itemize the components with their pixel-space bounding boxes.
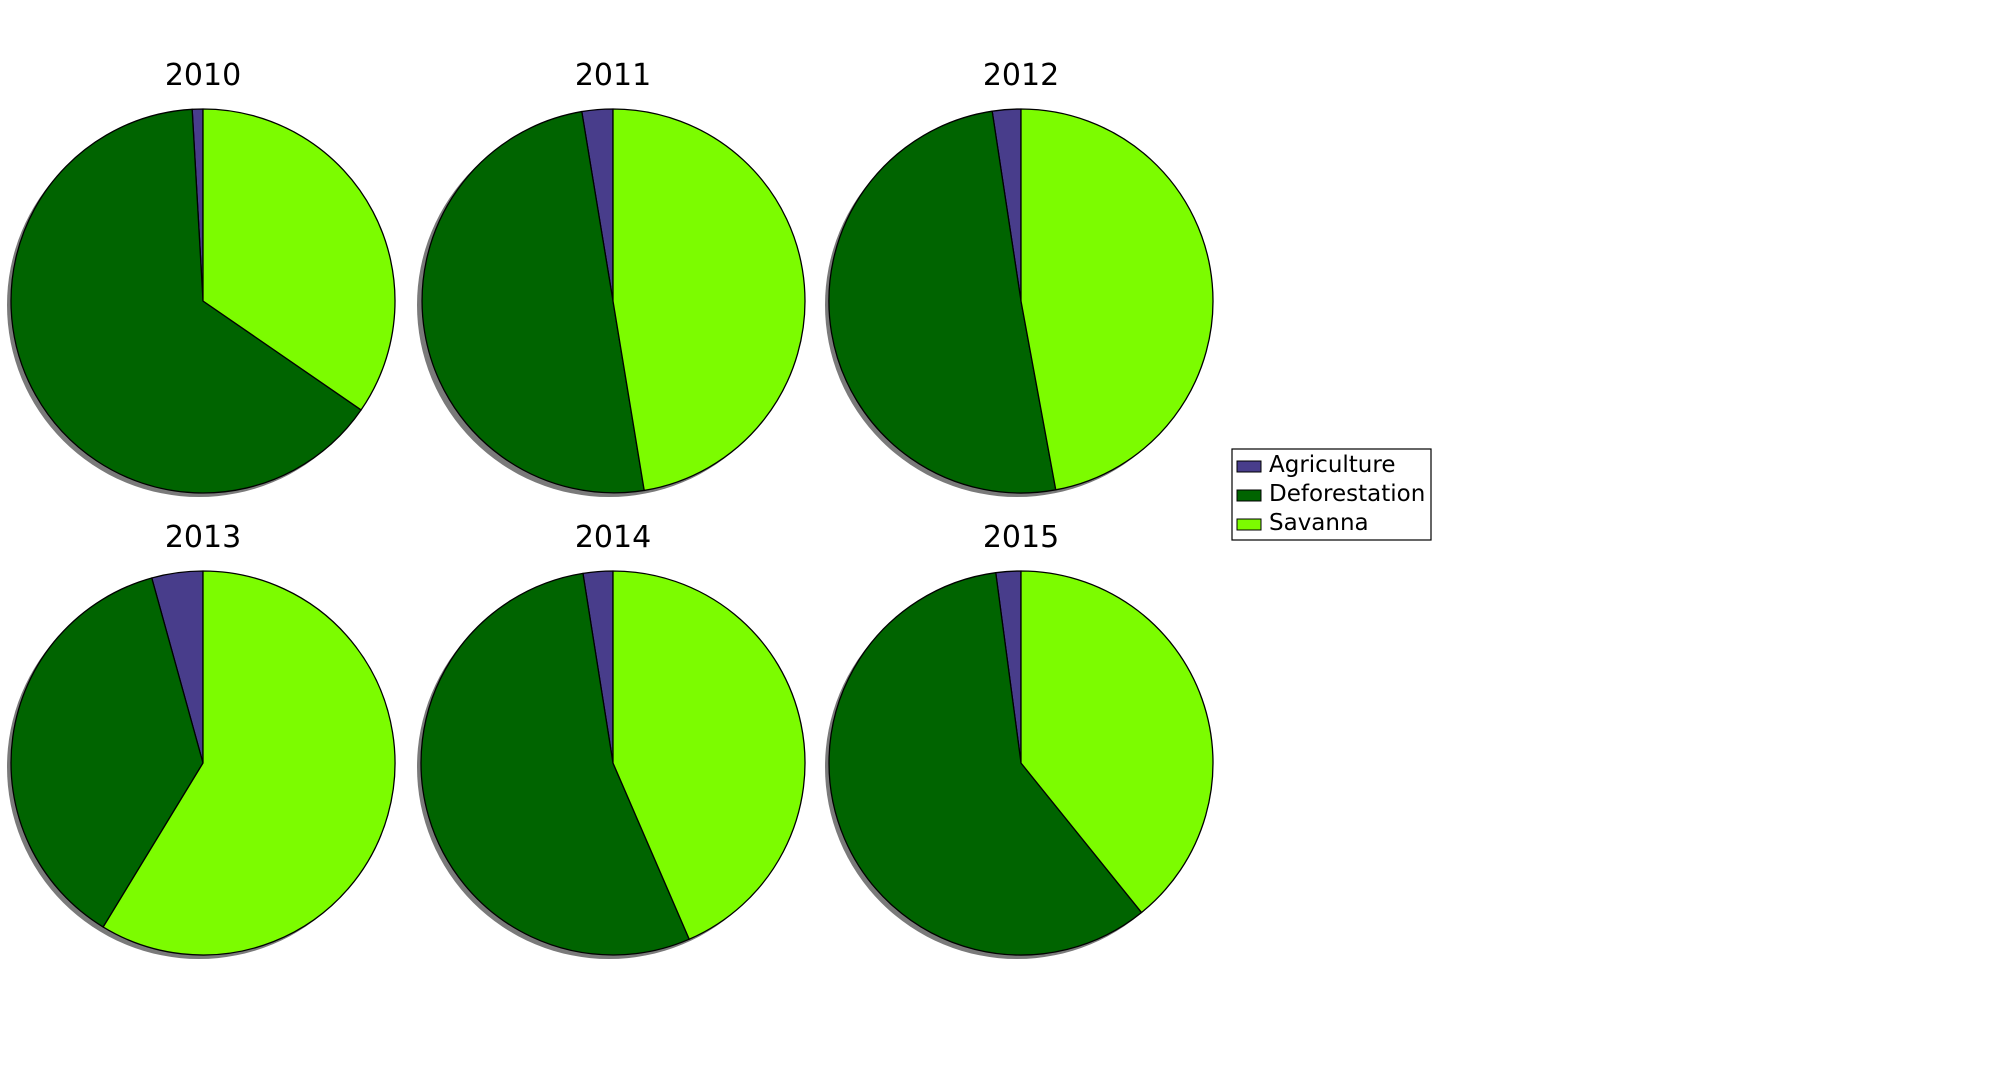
pie-2015: 2015 bbox=[825, 520, 1214, 959]
pie-slice-deforestation bbox=[420, 572, 690, 956]
pie-title: 2011 bbox=[575, 58, 651, 93]
pie-slice-savanna bbox=[202, 108, 396, 411]
legend-swatch-deforestation bbox=[1236, 489, 1262, 502]
pie-2014: 2014 bbox=[417, 520, 806, 959]
pie-title: 2014 bbox=[575, 520, 651, 555]
legend-label-deforestation: Deforestation bbox=[1269, 481, 1425, 507]
pie-slice-savanna bbox=[612, 570, 806, 940]
pie-title: 2013 bbox=[165, 520, 241, 555]
pie-slice-deforestation bbox=[828, 572, 1143, 956]
legend-entry-deforestation: Deforestation bbox=[1236, 481, 1425, 507]
pie-slice-deforestation bbox=[828, 110, 1057, 494]
legend-box bbox=[1231, 448, 1432, 541]
pie-slice-savanna bbox=[1020, 570, 1214, 914]
pie-slice-savanna bbox=[102, 570, 396, 956]
pie-2011: 2011 bbox=[417, 58, 806, 497]
pie-2013: 2013 bbox=[7, 520, 396, 959]
legend-swatch-agriculture bbox=[1236, 460, 1262, 473]
pie-title: 2015 bbox=[983, 520, 1059, 555]
pie-slice-deforestation bbox=[10, 108, 362, 494]
pie-slice-deforestation bbox=[10, 577, 204, 928]
pie-slice-savanna bbox=[1020, 108, 1214, 491]
legend-swatch-savanna bbox=[1236, 518, 1262, 531]
pie-slice-deforestation bbox=[421, 110, 645, 494]
legend-entry-agriculture: Agriculture bbox=[1236, 452, 1396, 478]
legend: Agriculture Deforestation Savanna bbox=[1231, 448, 1432, 541]
pie-slice-savanna bbox=[612, 108, 806, 492]
pie-title: 2010 bbox=[165, 58, 241, 93]
legend-label-savanna: Savanna bbox=[1269, 510, 1369, 536]
pie-title: 2012 bbox=[983, 58, 1059, 93]
pie-2012: 2012 bbox=[825, 58, 1214, 497]
legend-entry-savanna: Savanna bbox=[1236, 510, 1369, 536]
legend-label-agriculture: Agriculture bbox=[1269, 452, 1396, 478]
pie-grid: 2010 2011 2012 2013 2014 2015 bbox=[7, 58, 1214, 959]
pie-2010: 2010 bbox=[7, 58, 396, 497]
